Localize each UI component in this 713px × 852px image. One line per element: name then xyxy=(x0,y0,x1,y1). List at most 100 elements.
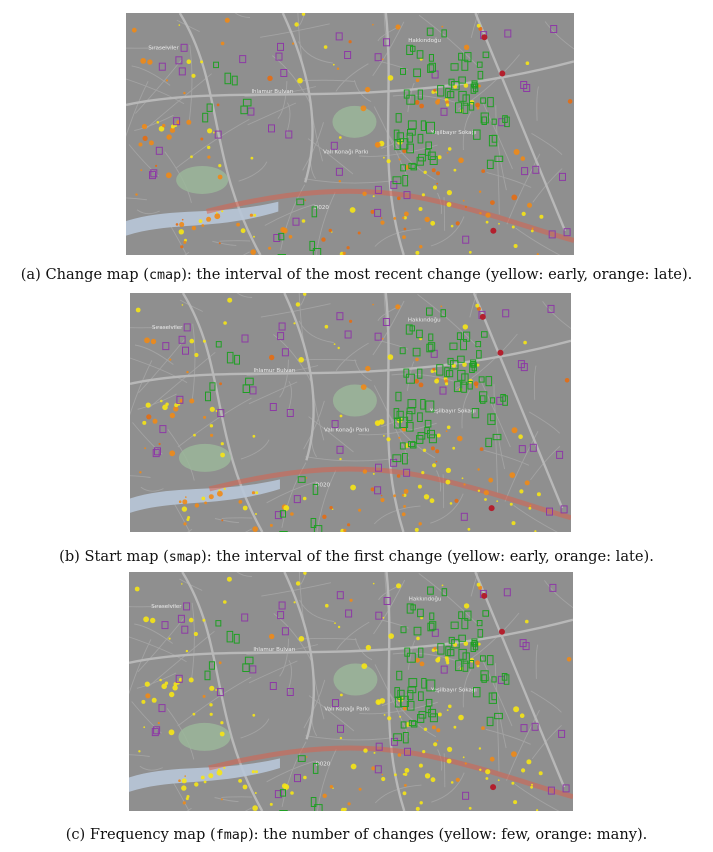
change-blob xyxy=(370,209,375,214)
change-blob xyxy=(240,228,246,234)
change-blob xyxy=(194,352,199,358)
change-blob xyxy=(288,235,293,239)
change-blob xyxy=(290,512,294,516)
change-blob xyxy=(337,625,341,629)
change-blob xyxy=(186,370,189,374)
change-blob xyxy=(144,681,150,687)
change-blob xyxy=(148,140,154,146)
change-blob xyxy=(450,781,454,784)
purple-box xyxy=(404,747,411,756)
green-box xyxy=(312,484,319,495)
change-blob xyxy=(186,59,192,64)
green-box xyxy=(487,413,496,425)
change-blob xyxy=(223,487,226,490)
purple-box xyxy=(214,130,222,139)
change-blob xyxy=(220,41,225,46)
street-line xyxy=(495,663,507,749)
change-blobs xyxy=(131,13,573,255)
street-line xyxy=(236,572,252,577)
street-line xyxy=(316,470,337,532)
change-blob xyxy=(463,641,469,646)
change-blob xyxy=(462,324,468,330)
change-blob xyxy=(446,190,452,196)
change-blob xyxy=(481,169,486,174)
change-blob xyxy=(173,406,179,412)
change-blob xyxy=(488,477,494,483)
green-box xyxy=(450,621,459,630)
green-box xyxy=(472,641,479,651)
street-line xyxy=(266,481,317,504)
street-line xyxy=(495,433,498,493)
purple-box xyxy=(161,621,169,630)
street-line xyxy=(462,111,472,151)
change-blob xyxy=(184,775,186,777)
street-line xyxy=(186,807,192,811)
green-box xyxy=(476,620,483,627)
park-label: Vali Konağı Parkı xyxy=(324,706,370,713)
purple-box xyxy=(374,208,382,217)
change-blob xyxy=(223,600,227,604)
change-blob xyxy=(158,442,161,446)
street-line xyxy=(214,797,239,803)
caption-text-after: ): the interval of the first change (yel… xyxy=(201,548,654,565)
purple-box xyxy=(286,688,294,696)
change-blob xyxy=(567,99,573,104)
change-blob xyxy=(528,506,532,510)
change-blob xyxy=(381,773,384,776)
green-box xyxy=(458,76,466,84)
change-blob xyxy=(357,231,361,235)
street-line xyxy=(286,380,292,416)
change-map-image: D020 Hakkındoğu Sıraselviler Vali Konağı Pa… xyxy=(126,13,574,255)
change-blob xyxy=(446,758,452,764)
purple-box xyxy=(153,726,161,735)
green-box xyxy=(476,350,482,359)
change-blob xyxy=(293,322,296,325)
change-blob xyxy=(142,135,148,141)
street-line xyxy=(374,228,422,247)
street-line xyxy=(236,293,253,298)
change-blob xyxy=(476,582,481,587)
change-blob xyxy=(435,460,438,463)
change-blob xyxy=(476,664,480,668)
street-line xyxy=(138,339,185,394)
street-line xyxy=(536,86,539,121)
change-blob xyxy=(483,490,489,496)
change-blob xyxy=(203,415,207,419)
park-area xyxy=(332,105,377,138)
green-box xyxy=(406,143,414,154)
change-blob xyxy=(478,26,483,31)
green-box xyxy=(456,332,462,340)
street-line xyxy=(443,197,446,231)
street-line xyxy=(544,580,573,609)
green-box xyxy=(455,102,462,114)
purple-box xyxy=(532,165,540,174)
green-box xyxy=(486,159,494,169)
change-blob xyxy=(294,22,299,27)
street-line xyxy=(240,718,270,739)
change-blob xyxy=(292,42,295,45)
change-blob xyxy=(146,414,152,420)
change-blob xyxy=(328,228,332,233)
red-markers xyxy=(481,34,506,234)
change-blob xyxy=(433,646,437,650)
change-blob xyxy=(255,513,257,515)
change-blob xyxy=(423,170,427,174)
green-box xyxy=(244,656,254,665)
change-blob xyxy=(403,216,407,220)
change-blob xyxy=(254,792,257,794)
change-blob xyxy=(513,800,518,805)
change-blob xyxy=(339,414,343,418)
change-blob xyxy=(383,435,385,437)
change-blob xyxy=(436,728,441,733)
purple-box xyxy=(390,180,398,189)
change-blob xyxy=(449,502,453,505)
purple-box xyxy=(390,458,398,467)
street-line xyxy=(281,741,307,807)
change-blob xyxy=(404,772,408,776)
purple-box xyxy=(278,322,286,331)
change-blob xyxy=(431,725,436,730)
change-blob xyxy=(145,693,151,699)
green-box xyxy=(502,115,508,123)
change-blob xyxy=(349,598,353,602)
red-marker xyxy=(490,784,497,791)
